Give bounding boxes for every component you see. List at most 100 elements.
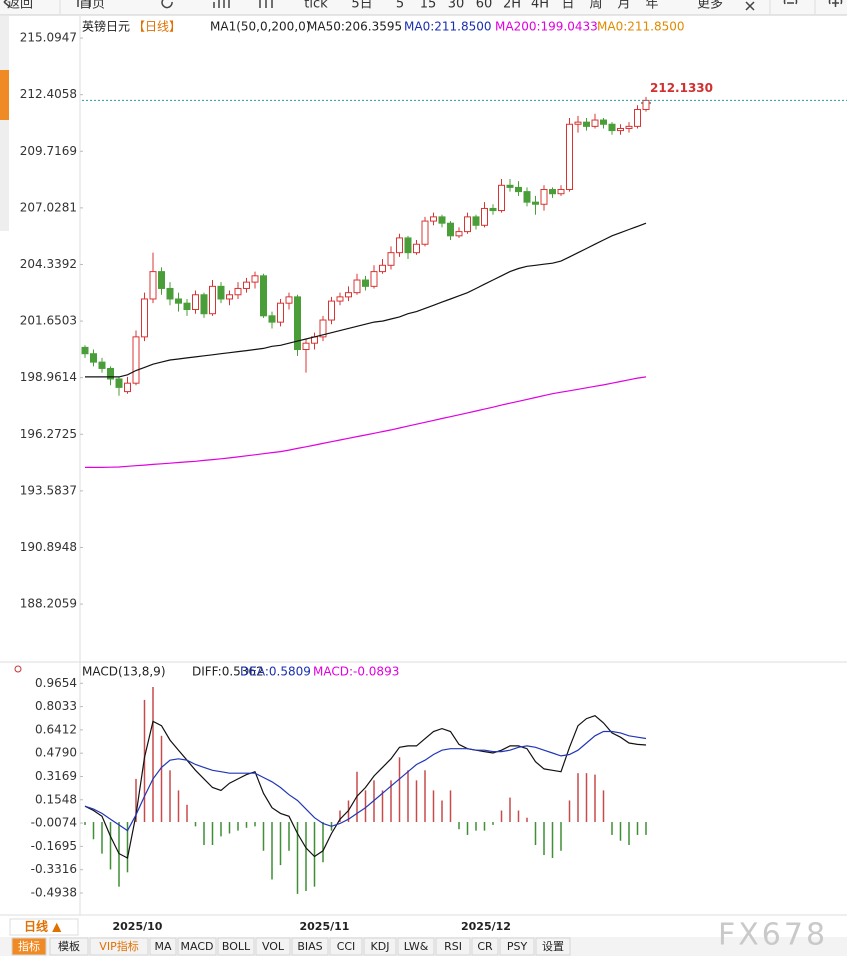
x-tick-label: 2025/12 [461,920,511,933]
toolbar-item[interactable]: 月 [617,0,630,12]
candle-body [472,216,480,226]
refresh-icon [161,0,173,9]
toolbar-item[interactable]: 4H [531,0,549,12]
tab-label[interactable]: CCI [337,940,356,953]
candle-body [98,361,106,369]
candle-body [277,302,284,323]
macd-settings-icon[interactable] [14,665,22,673]
period-box[interactable] [9,918,79,936]
tab[interactable] [49,937,89,956]
toolbar-item[interactable]: 15 [420,0,437,12]
tab[interactable] [255,937,291,956]
tab[interactable] [11,937,47,956]
y-tick-label: 209.7169 [20,144,77,158]
zoom-in-icon[interactable] [828,0,843,7]
fx-icon [745,1,755,11]
tab[interactable] [177,937,217,956]
toolbar-item[interactable]: 60 [476,0,493,12]
tab[interactable] [89,937,149,956]
candle-body [268,315,276,323]
toolbar-item[interactable]: 首页 [79,0,105,12]
side-tabs[interactable] [0,16,9,231]
toolbar-item[interactable]: 日 [561,0,574,12]
tab[interactable] [471,937,499,956]
candle-body [557,189,565,195]
tab-label[interactable]: LW& [404,940,429,953]
y-tick-label: 0.4790 [35,746,77,760]
tab-label[interactable]: VOL [262,940,285,953]
y-tick-label: -0.0074 [31,816,77,830]
tab[interactable] [217,937,255,956]
toolbar-item[interactable]: 30 [448,0,465,12]
tab-label[interactable]: KDJ [371,940,390,953]
candle-body [506,184,514,188]
candle-body [574,121,582,125]
tab-label[interactable]: MACD [181,940,214,953]
toolbar-dividers [59,0,816,14]
tab[interactable] [499,937,535,956]
series-line [85,222,647,378]
candle-body [549,189,556,195]
candle-body [430,216,437,222]
tab-label[interactable]: BOLL [222,940,251,953]
zoom-out-icon[interactable] [783,0,798,5]
series-line [84,715,647,859]
candle-body [608,123,616,132]
side-tab-active[interactable] [0,70,9,120]
toolbar-item[interactable]: 5日 [351,0,372,12]
toolbar-item[interactable]: 周 [589,0,602,12]
candle-body [302,342,310,350]
legend-item: MA50:206.3595 [307,20,402,34]
legend-item: 【日线】 [133,20,181,34]
tab[interactable] [329,937,363,956]
home-icon [77,0,91,7]
tab-label[interactable]: RSI [444,940,462,953]
tab[interactable] [535,937,571,956]
gear[interactable] [14,665,22,673]
toolbar-item[interactable]: 5 [396,0,404,12]
candle-body [90,353,97,363]
tab-label[interactable]: 设置 [542,940,564,953]
candle-body [583,121,590,127]
y-tick-label: 0.3169 [35,769,77,783]
candle-body [591,119,599,127]
x-tick-label: 2025/11 [300,920,350,933]
tab-label[interactable]: BIAS [297,940,322,953]
tab[interactable] [291,937,329,956]
tab-label[interactable]: 指标 [18,939,40,953]
candle-body [370,271,378,287]
toolbar-item[interactable]: 年 [645,0,658,12]
legend-item: MA0:211.8500 [597,20,685,34]
tab[interactable] [435,937,471,956]
toolbar-item[interactable]: 更多 [697,0,723,12]
candle-body [642,99,650,111]
candle-body [353,279,361,294]
tab-label[interactable]: VIP指标 [99,939,138,953]
toolbar-item[interactable]: 2H [503,0,521,12]
y-tick-label: 215.0947 [20,31,77,45]
candle-body [396,237,403,254]
tab-label[interactable]: MA [154,940,171,953]
candle-body [226,294,233,300]
y-tick-label: 193.5837 [20,483,77,497]
tab-label[interactable]: CR [477,940,493,953]
period-label[interactable]: 日线 ▲ [24,919,62,934]
candle-body [413,243,420,254]
candle-body [404,237,412,254]
series-line [85,376,647,468]
candle-body [498,184,505,212]
toolbar-item[interactable]: tick [304,0,328,12]
tab-label[interactable]: PSY [507,940,528,953]
back-icon [3,0,11,8]
tab[interactable] [397,937,435,956]
candle-body [387,252,395,266]
y-tick-label: -0.4938 [31,885,77,899]
candle-body [566,123,573,191]
tab[interactable] [363,937,397,956]
candle-body [345,292,352,298]
candle-body [175,298,182,304]
candle-body [141,298,148,338]
tab-label[interactable]: 模板 [58,939,80,953]
toolbar-item[interactable]: 返回 [7,0,33,12]
tab[interactable] [149,937,177,956]
